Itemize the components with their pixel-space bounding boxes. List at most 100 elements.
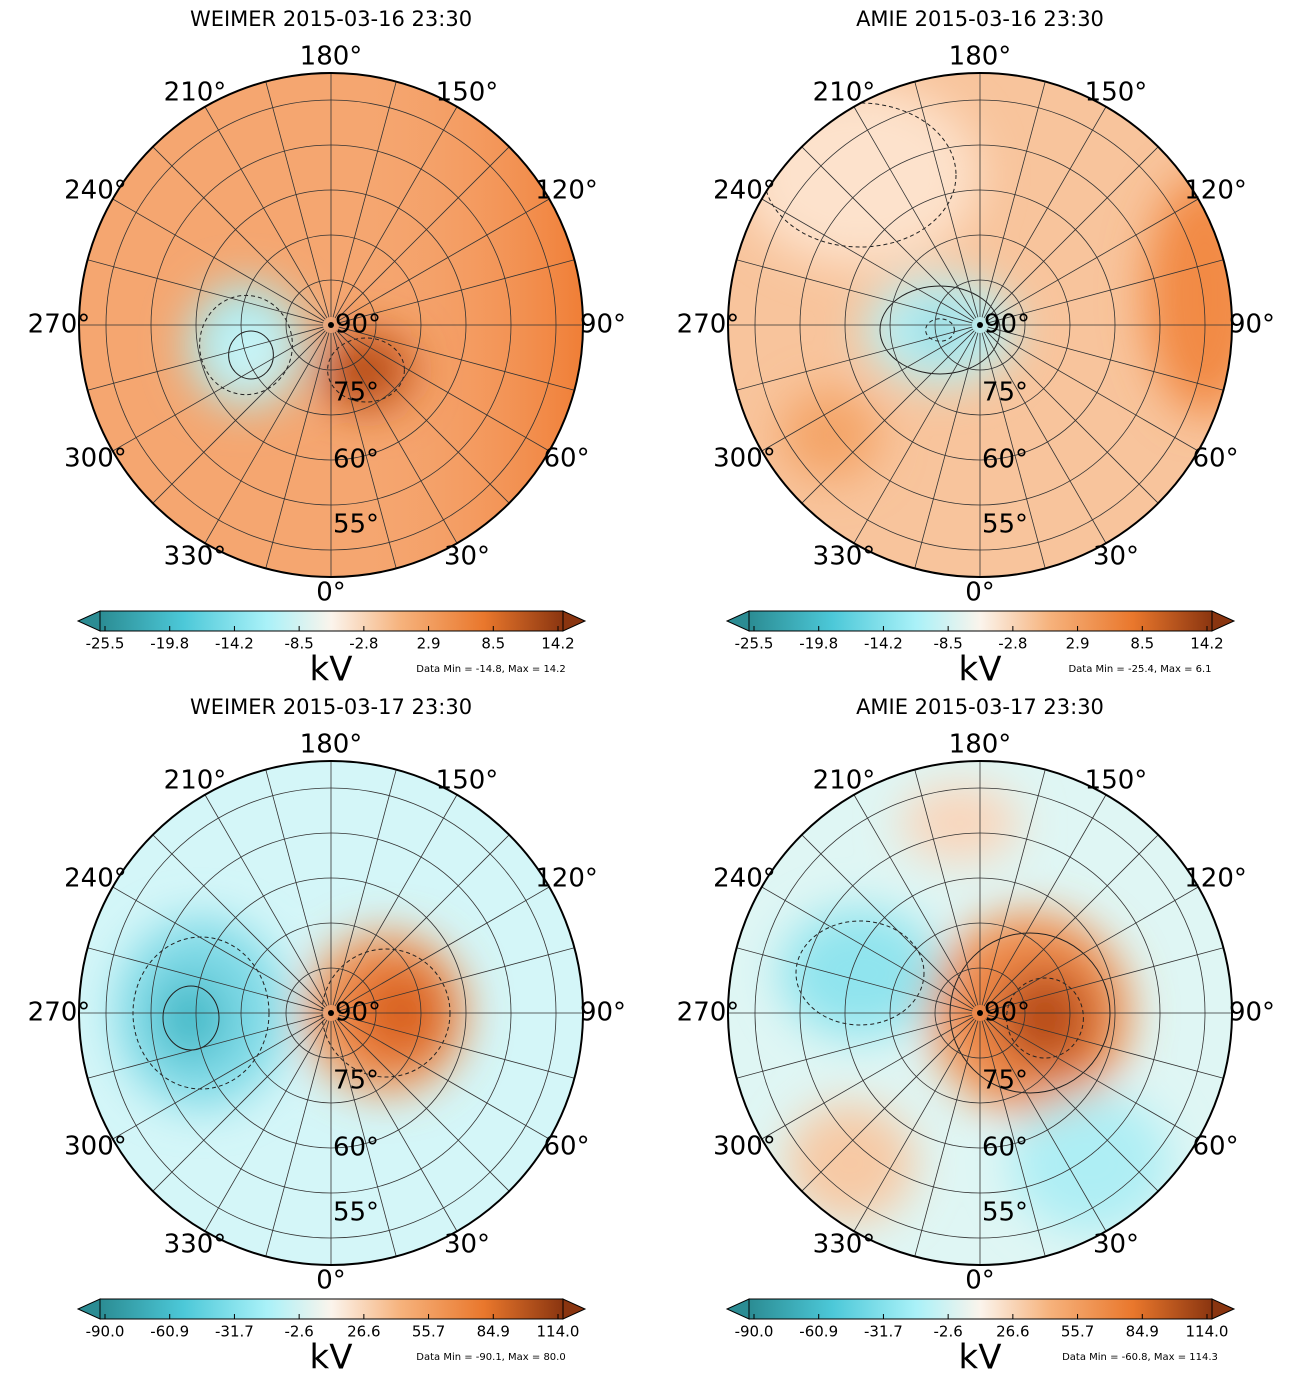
longitude-label: 210° xyxy=(813,77,876,107)
colorbar-extend-low xyxy=(725,1298,750,1320)
longitude-label: 90° xyxy=(580,310,626,340)
colorbar-extend-low xyxy=(76,610,101,632)
latitude-label: 90° xyxy=(335,998,381,1028)
panel-title: AMIE 2015-03-17 23:30 xyxy=(856,695,1104,719)
meridian xyxy=(914,332,979,569)
contour xyxy=(327,337,405,403)
field-blob xyxy=(223,325,279,385)
colorbar-tick-label: -19.8 xyxy=(150,635,189,653)
colorbar-tick-label: -25.5 xyxy=(86,635,125,653)
latitude-label: 90° xyxy=(984,998,1030,1028)
field-blob xyxy=(740,85,980,265)
map-panel: AMIE 2015-03-16 23:30 0° 30° 60° 90° 120° 150°… xyxy=(677,7,1275,690)
meridian xyxy=(265,769,330,1006)
colorbar-tick-label: -31.7 xyxy=(215,1323,254,1341)
colorbar-tick-label: 55.7 xyxy=(412,1323,445,1341)
colorbar-tick-label: -19.8 xyxy=(799,635,838,653)
meridian xyxy=(265,81,330,318)
meridian xyxy=(986,198,1199,322)
meridian xyxy=(338,947,575,1012)
meridian xyxy=(736,947,973,1012)
colorbar-tick-label: -2.6 xyxy=(285,1323,314,1341)
latitude-label: 55° xyxy=(333,510,379,540)
colorbar-extend-high xyxy=(562,1298,587,1320)
meridian xyxy=(338,1014,575,1079)
longitude-label: 60° xyxy=(544,444,590,474)
longitude-label: 300° xyxy=(713,444,776,474)
contour xyxy=(763,102,957,248)
meridian xyxy=(853,331,977,544)
meridian xyxy=(736,326,973,391)
longitude-label: 210° xyxy=(813,765,876,795)
meridian xyxy=(985,834,1159,1008)
meridian xyxy=(801,330,975,504)
longitude-label: 330° xyxy=(164,1230,227,1260)
meridian xyxy=(265,1020,330,1257)
meridian xyxy=(983,1019,1107,1232)
meridian xyxy=(204,331,328,544)
meridian xyxy=(87,259,324,324)
colorbar-extend-high xyxy=(1211,1298,1236,1320)
latitude-label: 55° xyxy=(982,1198,1028,1228)
meridian xyxy=(152,146,326,320)
colorbar xyxy=(748,610,1213,632)
latitude-label: 60° xyxy=(982,1133,1028,1163)
meridian xyxy=(761,198,974,322)
meridian xyxy=(337,198,550,322)
colorbar-tick-label: 2.9 xyxy=(417,635,441,653)
meridian xyxy=(801,834,975,1008)
longitude-label: 180° xyxy=(949,42,1012,72)
meridian xyxy=(985,146,1159,320)
longitude-label: 0° xyxy=(965,578,995,608)
meridian xyxy=(337,1016,550,1140)
field-blob xyxy=(922,316,958,344)
colorbar-tick-label: 114.0 xyxy=(1186,1323,1229,1341)
colorbar xyxy=(99,1298,564,1320)
longitude-label: 240° xyxy=(64,176,127,206)
meridian xyxy=(736,1014,973,1079)
meridian xyxy=(334,331,458,544)
meridian xyxy=(983,106,1107,319)
meridian xyxy=(204,794,328,1007)
longitude-label: 240° xyxy=(713,864,776,894)
colorbar-extend-low xyxy=(76,1298,101,1320)
longitude-label: 270° xyxy=(28,998,91,1028)
longitude-label: 180° xyxy=(300,42,363,72)
contour xyxy=(925,318,955,342)
colorbar-tick-label: -90.0 xyxy=(735,1323,774,1341)
meridian xyxy=(336,834,510,1008)
pole xyxy=(977,322,983,328)
meridian xyxy=(337,328,550,452)
meridian xyxy=(987,259,1224,324)
pole xyxy=(328,322,334,328)
graticule xyxy=(728,761,1232,1265)
latitude-label: 90° xyxy=(335,310,381,340)
field-blob xyxy=(780,908,940,1038)
contour xyxy=(795,920,925,1026)
map-panel: WEIMER 2015-03-17 23:30 0° 30° 60° 90° 120° 15… xyxy=(28,695,626,1378)
colorbar-tick-label: 55.7 xyxy=(1061,1323,1094,1341)
meridian xyxy=(338,259,575,324)
latitude-label: 60° xyxy=(982,445,1028,475)
contour xyxy=(162,985,220,1051)
latitude-label: 60° xyxy=(333,1133,379,1163)
meridian xyxy=(204,106,328,319)
field-blob xyxy=(780,390,880,480)
meridian xyxy=(853,106,977,319)
meridian xyxy=(87,1014,324,1079)
meridian xyxy=(761,328,974,452)
colorbar-tick-label: 14.2 xyxy=(1190,635,1223,653)
longitude-label: 150° xyxy=(436,765,499,795)
colorbar-unit: kV xyxy=(310,1338,353,1378)
colorbar-extend-high xyxy=(1211,610,1236,632)
meridian xyxy=(87,947,324,1012)
colorbar-unit: kV xyxy=(959,650,1002,690)
field-blob xyxy=(1145,175,1232,415)
latitude-label: 75° xyxy=(333,378,379,408)
longitude-label: 270° xyxy=(677,998,740,1028)
meridian xyxy=(981,1020,1046,1257)
meridian xyxy=(265,332,330,569)
meridian xyxy=(914,769,979,1006)
latitude-label: 75° xyxy=(982,378,1028,408)
